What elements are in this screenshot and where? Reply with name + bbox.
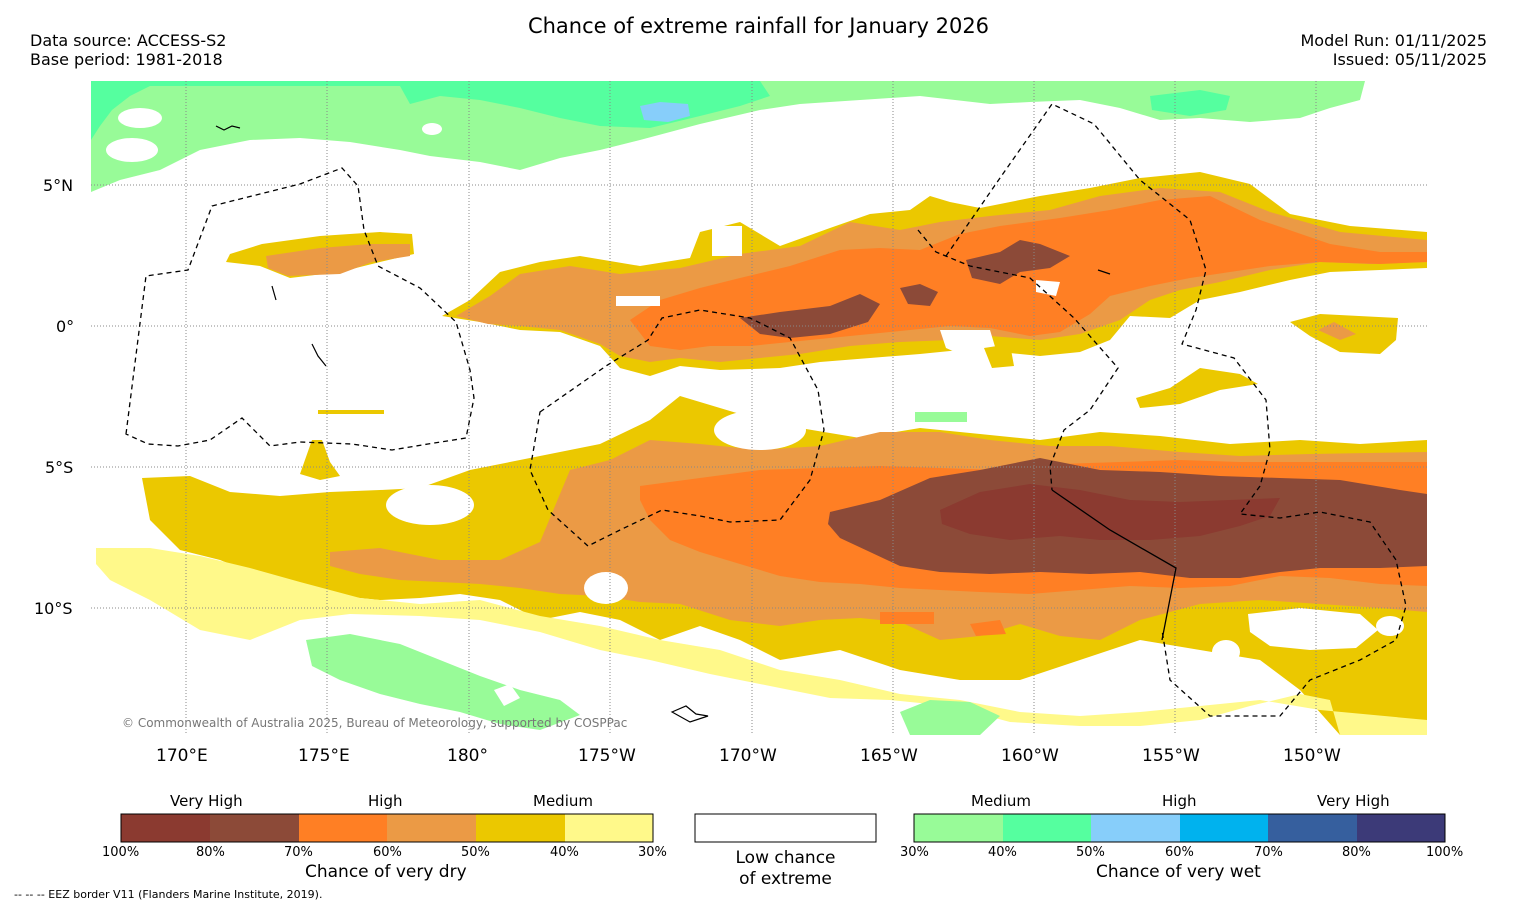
dry-region-north-band-vh-3 — [966, 240, 1070, 284]
data-source: Data source: ACCESS-S2 — [30, 31, 227, 50]
islands — [215, 125, 1111, 723]
dry-region-south-low — [96, 548, 1427, 735]
dry-category-label: Medium — [533, 792, 593, 810]
wet-swatch-5 — [1268, 814, 1357, 842]
lon-label: 175°W — [578, 746, 636, 766]
copyright-notice: © Commonwealth of Australia 2025, Bureau… — [122, 716, 628, 730]
graticule — [91, 81, 1427, 735]
wet-swatch-6 — [1357, 814, 1445, 842]
dry-tick: 100% — [102, 845, 140, 860]
dry-category-label: Very High — [170, 792, 243, 810]
wet-region-north-med — [91, 81, 770, 140]
neutral-swatch — [694, 813, 877, 843]
wet-region-north-high — [640, 102, 690, 122]
wet-tick: 80% — [1342, 845, 1371, 860]
dry-tick: 70% — [284, 845, 313, 860]
dry-region-175e-m60 — [266, 244, 410, 276]
eez-border-solid — [1051, 489, 1177, 641]
wet-tick: 30% — [900, 845, 929, 860]
neutral-caption-1: Low chance — [735, 848, 836, 868]
wet-category-label: High — [1162, 792, 1197, 810]
lat-label: 5°N — [43, 176, 74, 195]
dry-swatch-3 — [299, 814, 387, 842]
dry-swatch-6 — [565, 814, 653, 842]
dry-swatch-5 — [476, 814, 565, 842]
lon-label: 170°W — [719, 746, 777, 766]
dry-tick: 80% — [196, 845, 225, 860]
model-run: Model Run: 01/11/2025 — [1300, 31, 1488, 50]
dry-swatch-2 — [210, 814, 299, 842]
wet-category-label: Very High — [1317, 792, 1390, 810]
dry-caption: Chance of very dry — [305, 862, 467, 882]
wet-region-south-east — [900, 700, 1000, 735]
lat-label: 10°S — [34, 599, 73, 618]
wet-tick: 100% — [1426, 845, 1464, 860]
map-area — [91, 81, 1427, 735]
dry-region-north-band-vh — [740, 294, 880, 338]
neutral-caption-2: of extreme — [739, 869, 832, 889]
wet-colorbar — [913, 813, 1446, 843]
issued-date: Issued: 05/11/2025 — [1332, 50, 1487, 69]
lon-label: 180° — [447, 746, 488, 766]
wet-region-south-west — [306, 634, 580, 730]
base-period: Base period: 1981-2018 — [30, 50, 223, 69]
dry-region-north-band-vh-2 — [900, 284, 938, 306]
wet-swatch-4 — [1180, 814, 1268, 842]
wet-tick: 50% — [1076, 845, 1105, 860]
dry-region-south-darkest — [940, 484, 1280, 540]
lon-label: 170°E — [156, 746, 208, 766]
dry-tick: 40% — [550, 845, 579, 860]
lon-label: 175°E — [298, 746, 350, 766]
lon-label: 150°W — [1283, 746, 1341, 766]
wet-tick: 60% — [1165, 845, 1194, 860]
eez-borders — [125, 103, 1407, 717]
wet-tick: 70% — [1254, 845, 1283, 860]
lon-label: 165°W — [860, 746, 918, 766]
eez-note: -- -- -- EEZ border V11 (Flanders Marine… — [14, 888, 323, 901]
map-title: Chance of extreme rainfall for January 2… — [527, 14, 990, 38]
dry-swatch-4 — [387, 814, 476, 842]
dry-swatch-1 — [121, 814, 210, 842]
wet-tick: 40% — [988, 845, 1017, 860]
wet-region-north — [91, 81, 1365, 192]
dry-tick: 30% — [638, 845, 667, 860]
lon-label: 155°W — [1142, 746, 1200, 766]
dry-category-label: High — [368, 792, 403, 810]
lat-label: 5°S — [45, 458, 74, 477]
dry-colorbar — [120, 813, 654, 843]
dry-tick: 50% — [461, 845, 490, 860]
wet-caption: Chance of very wet — [1096, 862, 1261, 882]
lon-label: 160°W — [1001, 746, 1059, 766]
wet-category-label: Medium — [971, 792, 1031, 810]
wet-swatch-1 — [914, 814, 1003, 842]
wet-swatch-3 — [1091, 814, 1180, 842]
dry-tick: 60% — [373, 845, 402, 860]
wet-region-north-med-2 — [1150, 90, 1230, 116]
lat-label: 0° — [56, 317, 75, 336]
wet-swatch-2 — [1003, 814, 1091, 842]
